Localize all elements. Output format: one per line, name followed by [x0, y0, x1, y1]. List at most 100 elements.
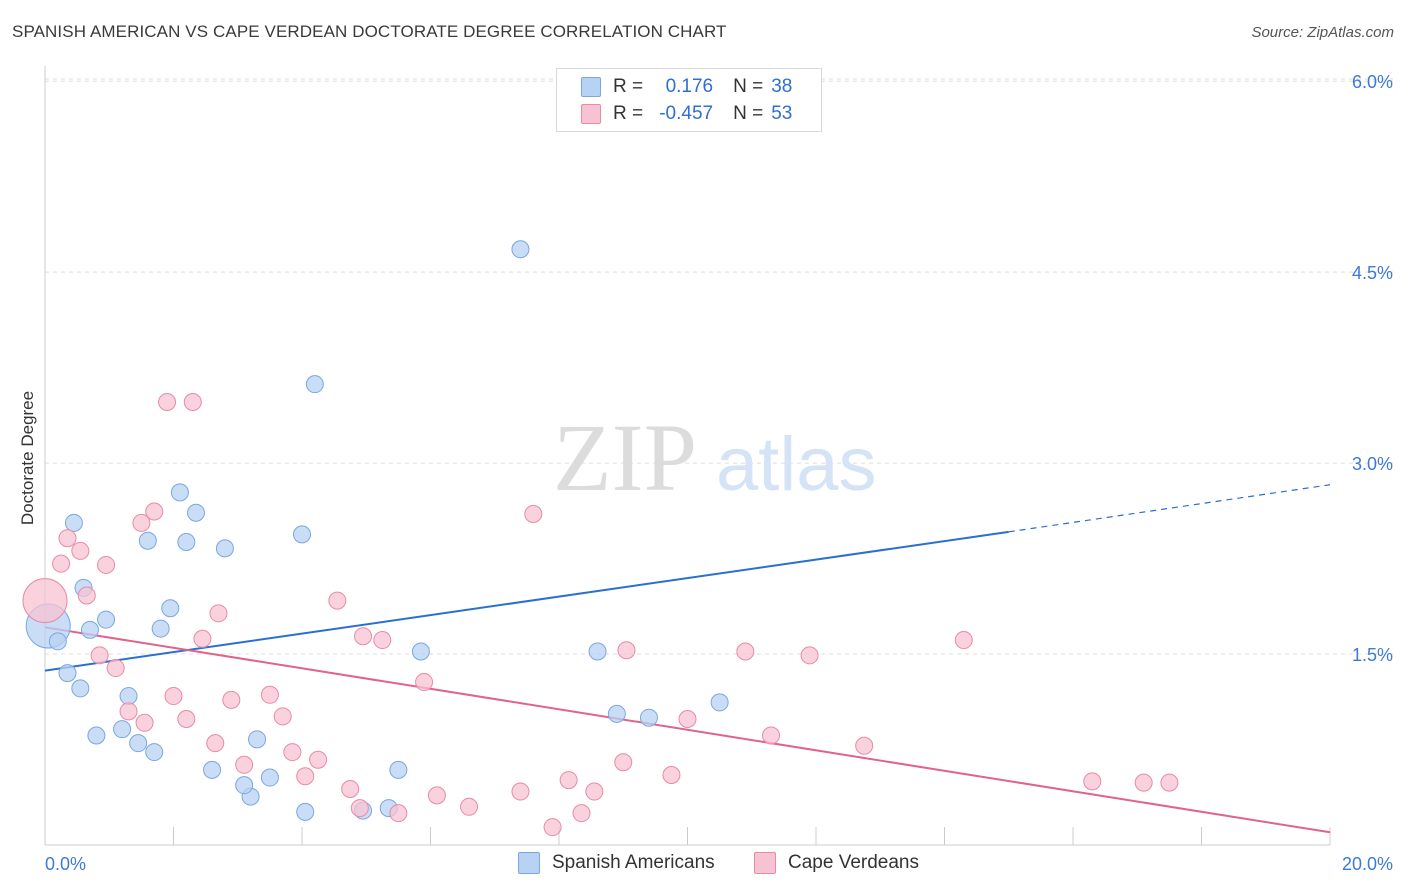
point-cape-verdeans: [119, 702, 138, 721]
point-spanish-americans: [48, 632, 67, 651]
point-spanish-americans: [186, 503, 205, 522]
point-spanish-americans: [248, 730, 267, 749]
legend-swatch-blue: [581, 77, 601, 97]
legend-n-label: N =: [733, 103, 764, 124]
point-cape-verdeans: [855, 736, 874, 755]
point-spanish-americans: [607, 704, 626, 723]
point-cape-verdeans: [585, 782, 604, 801]
point-spanish-americans: [151, 619, 170, 638]
point-cape-verdeans: [77, 586, 96, 605]
point-cape-verdeans: [22, 578, 68, 624]
point-cape-verdeans: [373, 631, 392, 650]
point-cape-verdeans: [273, 707, 292, 726]
x-tick-label: 0.0%: [45, 854, 86, 874]
point-spanish-americans: [64, 513, 83, 532]
point-cape-verdeans: [260, 685, 279, 704]
point-cape-verdeans: [235, 755, 254, 774]
point-spanish-americans: [260, 768, 279, 787]
point-spanish-americans: [161, 599, 180, 618]
point-cape-verdeans: [524, 505, 543, 524]
tick-labels: 1.5% 3.0% 4.5% 6.0% 0.0% 20.0%: [45, 72, 1393, 874]
legend-r-value: -0.457: [659, 103, 714, 124]
y-tick-label: 1.5%: [1352, 645, 1393, 665]
legend-n-label: N =: [733, 76, 764, 97]
gridlines: [45, 78, 1395, 655]
point-cape-verdeans: [145, 502, 164, 521]
point-cape-verdeans: [283, 743, 302, 762]
watermark-atlas: atlas: [716, 422, 877, 507]
point-cape-verdeans: [954, 631, 973, 650]
point-cape-verdeans: [800, 646, 819, 665]
point-spanish-americans: [588, 642, 607, 661]
point-spanish-americans: [138, 531, 157, 550]
point-cape-verdeans: [1083, 772, 1102, 791]
point-cape-verdeans: [193, 629, 212, 648]
point-cape-verdeans: [209, 604, 228, 623]
point-spanish-americans: [511, 240, 530, 259]
point-cape-verdeans: [71, 541, 90, 560]
point-spanish-americans: [58, 664, 77, 683]
point-cape-verdeans: [158, 392, 177, 411]
bottom-legend-cape-verdeans: Cape Verdeans: [754, 852, 919, 874]
bottom-legend-label: Spanish Americans: [552, 852, 715, 873]
legend-row-cape-verdeans: R = -0.457 N = 53: [581, 102, 792, 126]
watermark: ZIP atlas: [553, 404, 877, 511]
point-cape-verdeans: [309, 750, 328, 769]
point-cape-verdeans: [97, 555, 116, 574]
legend: R = 0.176 N = 38 R = -0.457 N = 53: [556, 68, 822, 132]
trend-line-spanish-americans: [44, 530, 1009, 672]
legend-r-label: R =: [613, 76, 644, 97]
watermark-zip: ZIP: [553, 404, 697, 511]
point-cape-verdeans: [164, 687, 183, 706]
point-cape-verdeans: [296, 767, 315, 786]
chart-title: SPANISH AMERICAN VS CAPE VERDEAN DOCTORA…: [12, 22, 727, 41]
y-axis-label: Doctorate Degree: [18, 391, 37, 525]
point-cape-verdeans: [427, 786, 446, 805]
source-label: Source: ZipAtlas.com: [1251, 24, 1394, 41]
point-spanish-americans: [293, 525, 311, 544]
legend-row-spanish-americans: R = 0.176 N = 38: [581, 75, 792, 99]
point-cape-verdeans: [90, 646, 109, 665]
point-cape-verdeans: [736, 642, 755, 661]
point-cape-verdeans: [678, 709, 697, 728]
point-cape-verdeans: [511, 782, 530, 801]
point-cape-verdeans: [415, 673, 434, 692]
point-cape-verdeans: [1134, 773, 1153, 792]
point-spanish-americans: [215, 539, 234, 558]
legend-r-value: 0.176: [665, 76, 714, 97]
trend-line-spanish-americans-extension: [1008, 484, 1331, 533]
bottom-legend-swatch-pink: [754, 852, 776, 874]
point-spanish-americans: [710, 693, 729, 712]
bottom-legend-label: Cape Verdeans: [788, 852, 919, 873]
x-tick-label: 20.0%: [1342, 854, 1393, 874]
point-cape-verdeans: [559, 771, 578, 790]
point-cape-verdeans: [1160, 773, 1179, 792]
point-cape-verdeans: [662, 765, 681, 784]
bottom-legend: Spanish Americans Cape Verdeans: [0, 852, 1406, 876]
point-cape-verdeans: [132, 513, 151, 532]
point-spanish-americans: [389, 760, 408, 779]
trend-line-cape-verdeans: [44, 626, 1331, 834]
point-cape-verdeans: [543, 818, 562, 837]
point-spanish-americans: [203, 760, 222, 779]
point-cape-verdeans: [341, 779, 360, 798]
legend-swatch-pink: [581, 104, 601, 124]
data-points: [22, 240, 1179, 837]
bottom-legend-spanish-americans: Spanish Americans: [518, 852, 715, 874]
point-cape-verdeans: [135, 713, 154, 732]
point-spanish-americans: [639, 708, 658, 727]
point-cape-verdeans: [460, 797, 479, 816]
point-cape-verdeans: [389, 804, 408, 823]
point-spanish-americans: [113, 720, 132, 739]
point-cape-verdeans: [762, 726, 781, 745]
point-spanish-americans: [119, 687, 138, 706]
point-cape-verdeans: [52, 554, 71, 573]
point-spanish-americans: [145, 743, 164, 762]
point-cape-verdeans: [354, 627, 373, 646]
point-cape-verdeans: [350, 799, 369, 818]
legend-n-value: 38: [771, 76, 793, 97]
y-tick-label: 4.5%: [1352, 263, 1393, 283]
point-cape-verdeans: [222, 690, 241, 709]
point-spanish-americans: [296, 802, 315, 821]
